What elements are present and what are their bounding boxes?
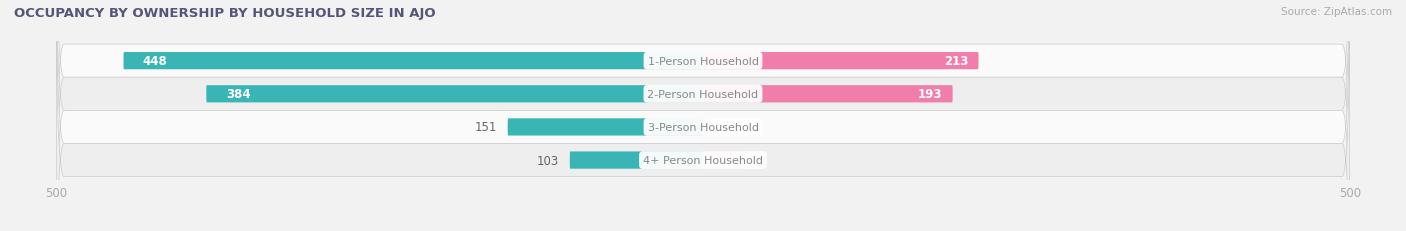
FancyBboxPatch shape	[703, 53, 979, 70]
FancyBboxPatch shape	[508, 119, 703, 136]
Text: 448: 448	[143, 55, 167, 68]
FancyBboxPatch shape	[56, 0, 1350, 231]
FancyBboxPatch shape	[569, 152, 703, 169]
Text: 31: 31	[754, 154, 768, 167]
Text: 151: 151	[475, 121, 498, 134]
Text: 7: 7	[723, 121, 730, 134]
FancyBboxPatch shape	[703, 152, 744, 169]
Text: 213: 213	[943, 55, 969, 68]
FancyBboxPatch shape	[56, 0, 1350, 231]
Text: OCCUPANCY BY OWNERSHIP BY HOUSEHOLD SIZE IN AJO: OCCUPANCY BY OWNERSHIP BY HOUSEHOLD SIZE…	[14, 7, 436, 20]
FancyBboxPatch shape	[703, 86, 953, 103]
Text: 4+ Person Household: 4+ Person Household	[643, 155, 763, 165]
FancyBboxPatch shape	[703, 119, 711, 136]
Text: 1-Person Household: 1-Person Household	[648, 56, 758, 66]
FancyBboxPatch shape	[207, 86, 703, 103]
Text: Source: ZipAtlas.com: Source: ZipAtlas.com	[1281, 7, 1392, 17]
Text: 3-Person Household: 3-Person Household	[648, 122, 758, 132]
Text: 103: 103	[537, 154, 560, 167]
Text: 2-Person Household: 2-Person Household	[647, 89, 759, 99]
Legend: Owner-occupied, Renter-occupied: Owner-occupied, Renter-occupied	[572, 228, 834, 231]
FancyBboxPatch shape	[124, 53, 703, 70]
Text: 193: 193	[918, 88, 942, 101]
Text: 384: 384	[226, 88, 250, 101]
FancyBboxPatch shape	[56, 0, 1350, 231]
FancyBboxPatch shape	[56, 0, 1350, 231]
